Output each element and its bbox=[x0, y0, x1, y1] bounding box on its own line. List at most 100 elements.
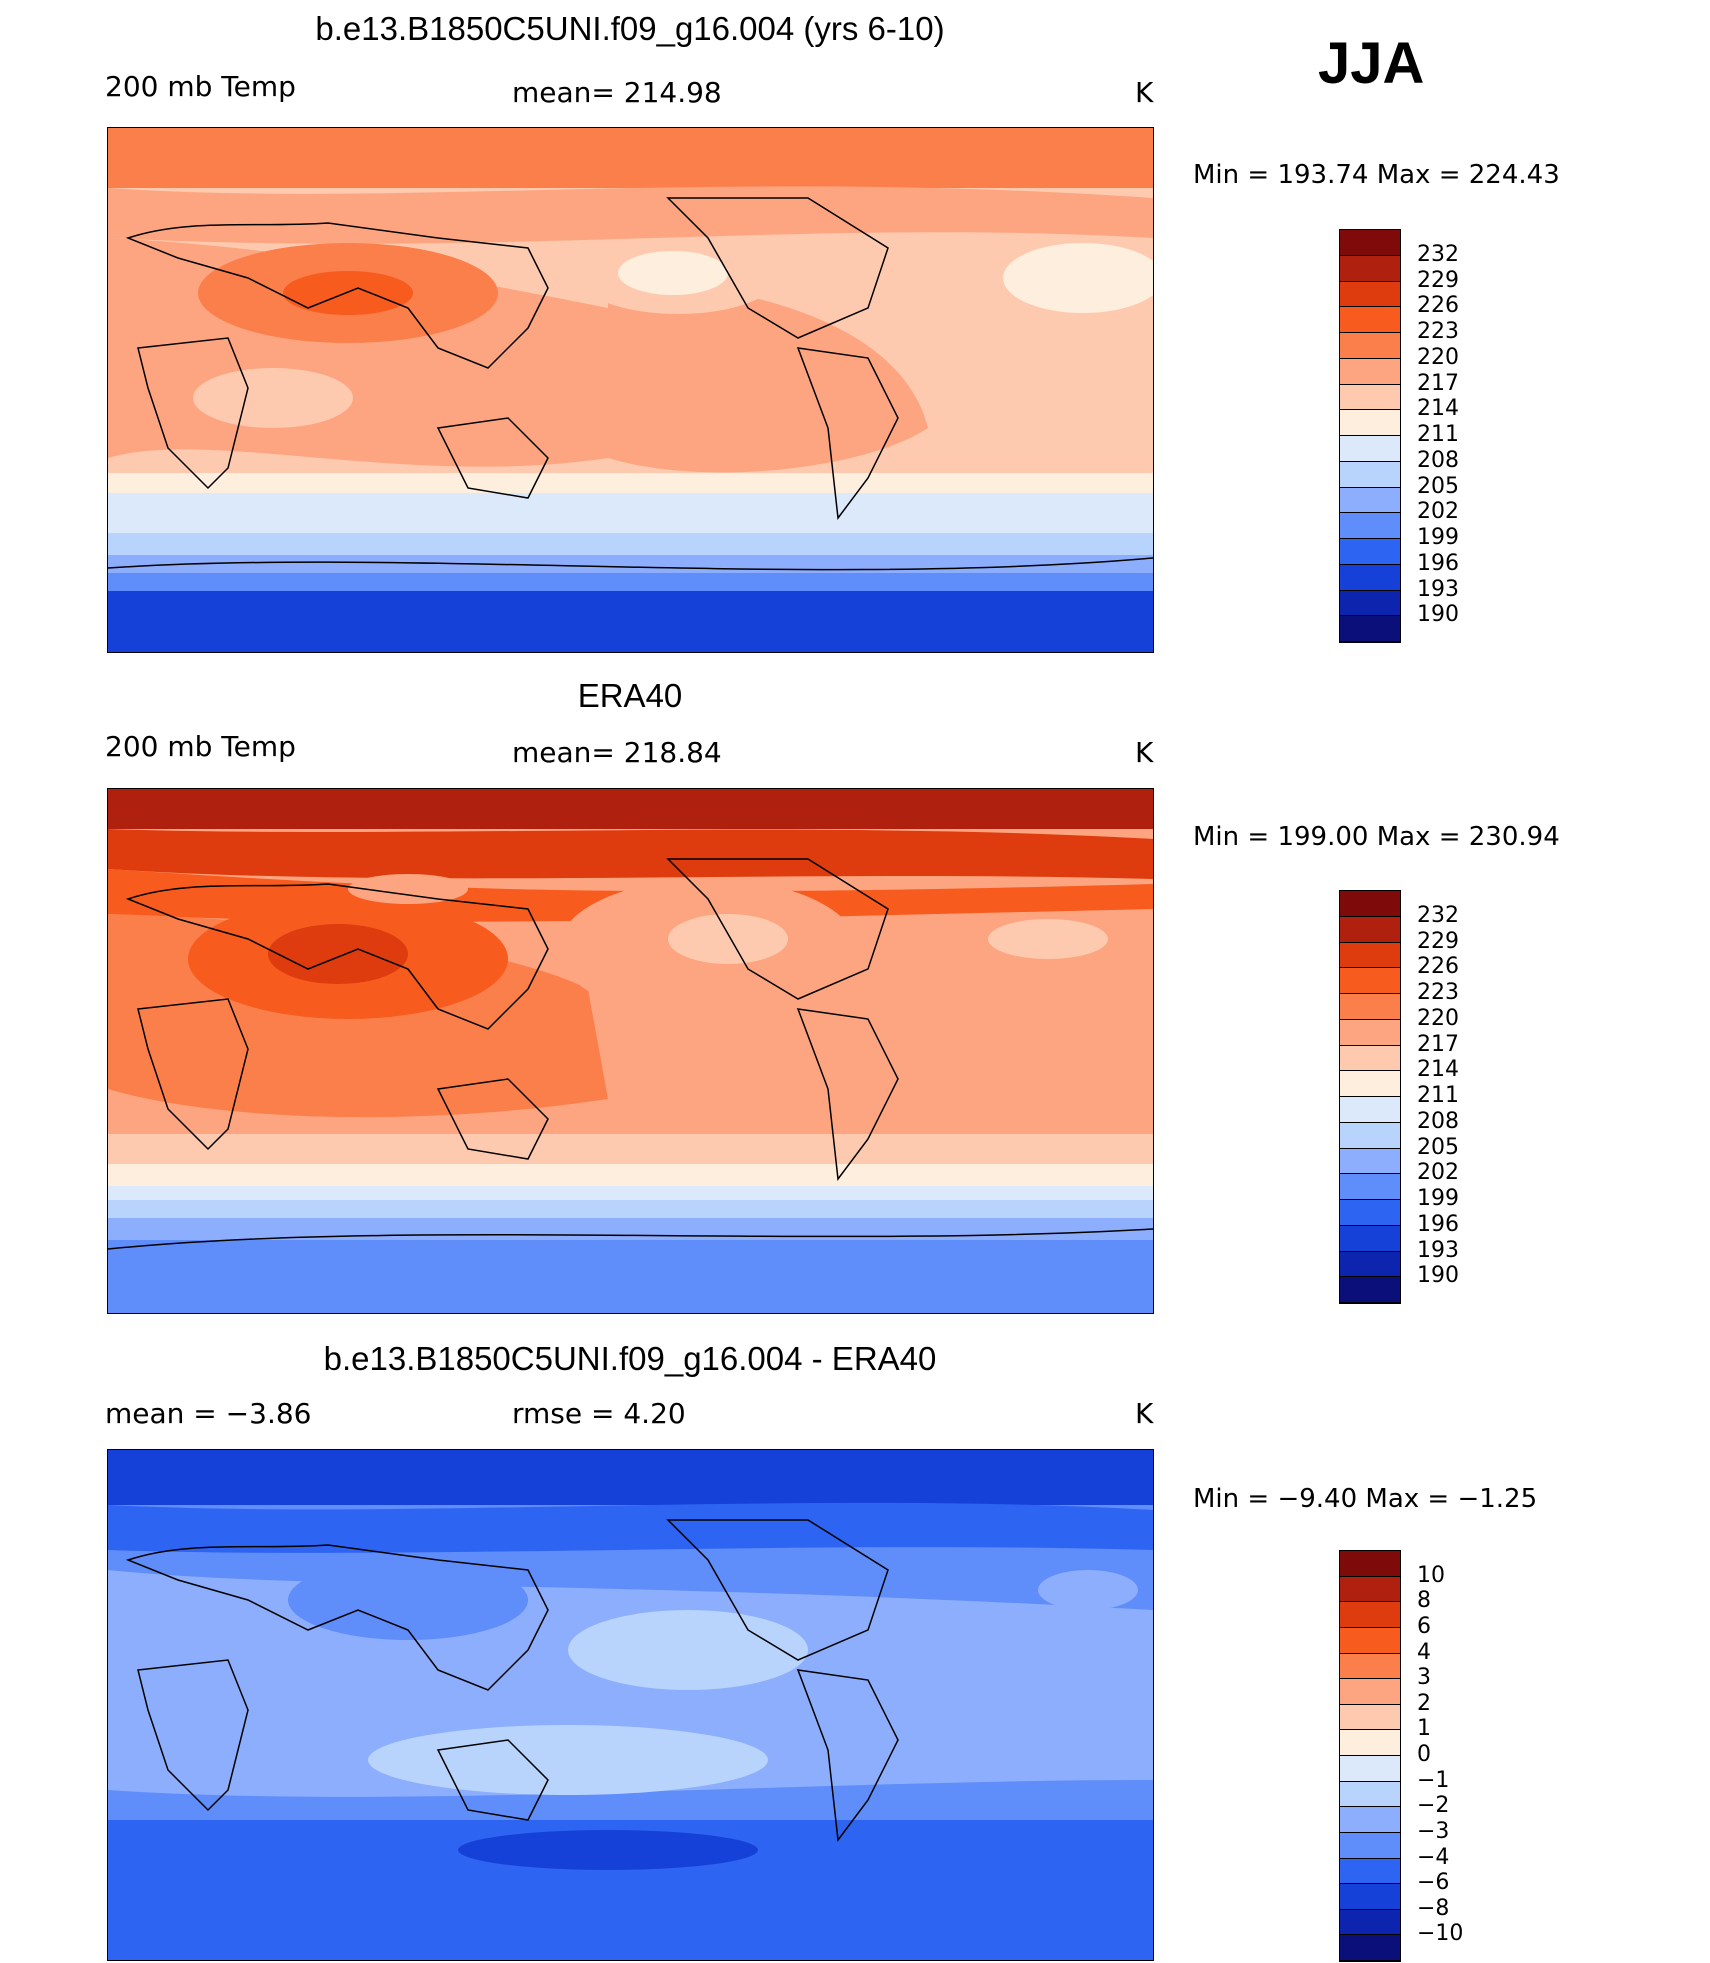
colorbar-swatch bbox=[1340, 616, 1400, 642]
colorbar-swatch bbox=[1340, 1602, 1400, 1628]
colorbar-tick-label: 220 bbox=[1417, 1005, 1459, 1031]
colorbar-swatch bbox=[1340, 1174, 1400, 1200]
colorbar-tick-label: 2 bbox=[1417, 1690, 1431, 1716]
colorbar-tick-label: 223 bbox=[1417, 980, 1459, 1005]
panel2-minmax: Min = 199.00 Max = 230.94 bbox=[1193, 822, 1560, 852]
colorbar-tick-label: 202 bbox=[1417, 1160, 1459, 1186]
colorbar-tick-label: 214 bbox=[1417, 1057, 1459, 1083]
colorbar-tick-label: 190 bbox=[1417, 1263, 1459, 1289]
colorbar-tick-label: 4 bbox=[1417, 1639, 1431, 1665]
colorbar-tick-label: 226 bbox=[1417, 293, 1459, 319]
colorbar-tick-label: 199 bbox=[1417, 525, 1459, 550]
colorbar-swatch bbox=[1340, 994, 1400, 1020]
colorbar-swatch bbox=[1340, 1807, 1400, 1833]
colorbar-tick-label: 205 bbox=[1417, 473, 1459, 499]
panel3-rmse-label: rmse = 4.20 bbox=[512, 1397, 686, 1430]
colorbar-swatch bbox=[1340, 1200, 1400, 1226]
colorbar-swatch bbox=[1340, 1756, 1400, 1782]
season-label: JJA bbox=[1318, 31, 1425, 96]
panel3-units: K bbox=[1135, 1397, 1154, 1430]
colorbar-tick-label: 6 bbox=[1417, 1613, 1431, 1639]
colorbar-tick-label: 226 bbox=[1417, 954, 1459, 980]
panel1-colorbar bbox=[1339, 229, 1401, 643]
colorbar-swatch bbox=[1340, 281, 1400, 308]
colorbar-swatch bbox=[1340, 384, 1400, 411]
colorbar-tick-label: 223 bbox=[1417, 319, 1459, 344]
colorbar-swatch bbox=[1340, 487, 1400, 514]
colorbar-tick-label: 220 bbox=[1417, 344, 1459, 370]
colorbar-swatch bbox=[1340, 1909, 1400, 1936]
panel1-minmax: Min = 193.74 Max = 224.43 bbox=[1193, 160, 1560, 190]
colorbar-tick-label: −2 bbox=[1417, 1793, 1450, 1819]
colorbar-tick-label: 8 bbox=[1417, 1588, 1431, 1614]
colorbar-swatch bbox=[1340, 916, 1400, 943]
colorbar-swatch bbox=[1340, 1730, 1400, 1756]
panel3-mean-label: mean = −3.86 bbox=[105, 1397, 312, 1430]
colorbar-swatch bbox=[1340, 307, 1400, 333]
colorbar-tick-label: 229 bbox=[1417, 267, 1459, 293]
colorbar-swatch bbox=[1340, 1627, 1400, 1654]
colorbar-swatch bbox=[1340, 1884, 1400, 1910]
panel2-title: ERA40 bbox=[577, 677, 683, 714]
colorbar-swatch bbox=[1340, 230, 1400, 256]
colorbar-swatch bbox=[1340, 1576, 1400, 1603]
colorbar-swatch bbox=[1340, 1071, 1400, 1097]
colorbar-swatch bbox=[1340, 1122, 1400, 1149]
panel1-title: b.e13.B1850C5UNI.f09_g16.004 (yrs 6-10) bbox=[315, 10, 945, 47]
colorbar-tick-label: −1 bbox=[1417, 1767, 1450, 1793]
colorbar-tick-label: 0 bbox=[1417, 1742, 1431, 1767]
panel1-mean-label: mean= 214.98 bbox=[512, 76, 722, 109]
panel1-map bbox=[107, 127, 1154, 653]
colorbar-swatch bbox=[1340, 1251, 1400, 1278]
colorbar-tick-label: −6 bbox=[1417, 1870, 1450, 1896]
colorbar-swatch bbox=[1340, 942, 1400, 969]
colorbar-tick-label: 202 bbox=[1417, 499, 1459, 525]
colorbar-tick-label: 208 bbox=[1417, 1108, 1459, 1134]
panel3-minmax: Min = −9.40 Max = −1.25 bbox=[1193, 1484, 1538, 1514]
panel2-units: K bbox=[1135, 736, 1154, 769]
colorbar-swatch bbox=[1340, 891, 1400, 917]
colorbar-tick-label: 211 bbox=[1417, 422, 1459, 447]
colorbar-tick-label: 193 bbox=[1417, 576, 1459, 602]
colorbar-swatch bbox=[1340, 410, 1400, 436]
colorbar-tick-label: 196 bbox=[1417, 1211, 1459, 1237]
colorbar-swatch bbox=[1340, 513, 1400, 539]
colorbar-swatch bbox=[1340, 255, 1400, 282]
colorbar-tick-label: 208 bbox=[1417, 447, 1459, 473]
colorbar-tick-label: 3 bbox=[1417, 1665, 1431, 1691]
colorbar-tick-label: 232 bbox=[1417, 241, 1459, 267]
colorbar-tick-label: 217 bbox=[1417, 370, 1459, 396]
colorbar-tick-label: 10 bbox=[1417, 1562, 1445, 1588]
panel2-variable-label: 200 mb Temp bbox=[105, 730, 296, 763]
colorbar-swatch bbox=[1340, 590, 1400, 617]
colorbar-swatch bbox=[1340, 539, 1400, 565]
colorbar-tick-label: −10 bbox=[1417, 1921, 1464, 1947]
colorbar-tick-label: 214 bbox=[1417, 396, 1459, 422]
colorbar-swatch bbox=[1340, 358, 1400, 385]
panel3-map bbox=[107, 1449, 1154, 1961]
panel3-field bbox=[108, 1450, 1153, 1960]
colorbar-tick-label: 190 bbox=[1417, 602, 1459, 628]
panel3-colorbar bbox=[1339, 1550, 1401, 1962]
colorbar-swatch bbox=[1340, 436, 1400, 462]
colorbar-tick-label: 211 bbox=[1417, 1083, 1459, 1108]
colorbar-tick-label: 196 bbox=[1417, 550, 1459, 576]
panel2-field bbox=[108, 789, 1153, 1313]
panel1-field bbox=[108, 128, 1153, 652]
colorbar-swatch bbox=[1340, 461, 1400, 488]
colorbar-swatch bbox=[1340, 1148, 1400, 1175]
panel2-mean-label: mean= 218.84 bbox=[512, 736, 722, 769]
colorbar-tick-label: 193 bbox=[1417, 1237, 1459, 1263]
panel1-units: K bbox=[1135, 76, 1154, 109]
colorbar-swatch bbox=[1340, 1781, 1400, 1808]
colorbar-swatch bbox=[1340, 1704, 1400, 1731]
colorbar-tick-label: 1 bbox=[1417, 1716, 1431, 1742]
colorbar-tick-label: 232 bbox=[1417, 902, 1459, 928]
colorbar-tick-label: 217 bbox=[1417, 1031, 1459, 1057]
colorbar-tick-label: 199 bbox=[1417, 1186, 1459, 1211]
colorbar-tick-label: −3 bbox=[1417, 1818, 1450, 1844]
colorbar-swatch bbox=[1340, 1653, 1400, 1680]
colorbar-tick-label: −4 bbox=[1417, 1844, 1450, 1870]
panel2-map bbox=[107, 788, 1154, 1314]
colorbar-swatch bbox=[1340, 1045, 1400, 1072]
